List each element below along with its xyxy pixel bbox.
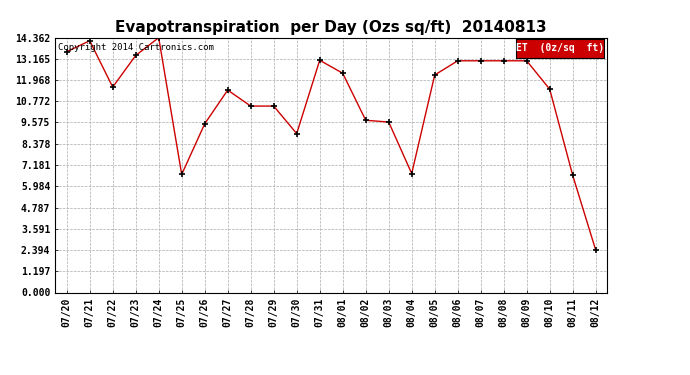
Title: Evapotranspiration  per Day (Ozs sq/ft)  20140813: Evapotranspiration per Day (Ozs sq/ft) 2… [115,20,547,35]
Text: Copyright 2014 Cartronics.com: Copyright 2014 Cartronics.com [58,43,214,52]
